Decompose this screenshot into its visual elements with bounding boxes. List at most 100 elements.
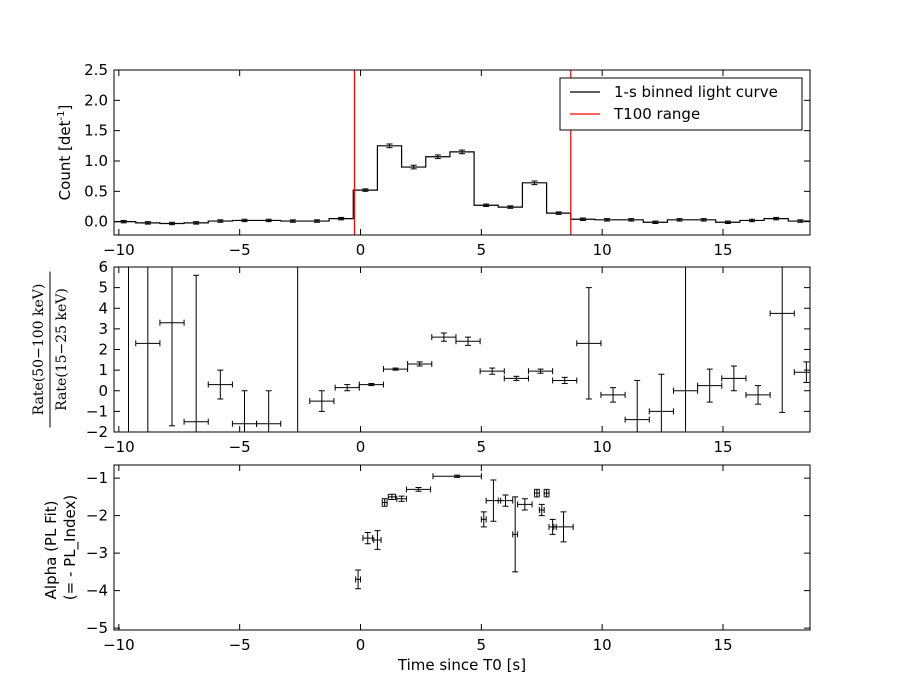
light-curve-y-axis-label: Count [det-1] bbox=[56, 105, 74, 201]
data-point bbox=[135, 267, 161, 432]
y-tick-label: 3 bbox=[98, 320, 108, 338]
data-point bbox=[769, 267, 795, 413]
data-point bbox=[503, 375, 529, 382]
data-point bbox=[159, 267, 185, 427]
data-point bbox=[721, 365, 747, 392]
data-point bbox=[552, 376, 578, 385]
data-point bbox=[382, 366, 409, 373]
data-point bbox=[355, 569, 362, 590]
alpha-axes-frame bbox=[113, 464, 811, 631]
alpha-ticks: −10 −5 0 5 10 15−5−4−3−2−1 bbox=[86, 465, 810, 654]
x-axis-label: Time since T0 [s] bbox=[397, 656, 526, 674]
data-point bbox=[479, 367, 505, 375]
x-tick-label: 5 bbox=[477, 438, 487, 456]
y-tick-label: 2.5 bbox=[84, 61, 108, 79]
x-tick-label: −5 bbox=[229, 636, 251, 654]
y-tick-label: −1 bbox=[86, 402, 108, 420]
data-point bbox=[396, 495, 407, 502]
data-point bbox=[553, 511, 574, 543]
data-point bbox=[455, 336, 481, 346]
data-point bbox=[373, 530, 382, 550]
x-tick-label: −10 bbox=[103, 241, 135, 259]
alpha-y-axis-label: Alpha (PL Fit) (= - PL_Index) bbox=[42, 495, 80, 600]
data-point bbox=[624, 379, 650, 432]
y-tick-label: −1 bbox=[86, 469, 108, 487]
data-point bbox=[183, 274, 209, 432]
data-point bbox=[745, 385, 771, 405]
data-point bbox=[485, 479, 502, 522]
x-tick-label: −5 bbox=[229, 241, 251, 259]
data-point bbox=[431, 332, 457, 342]
legend-label-t100: T100 range bbox=[613, 105, 700, 123]
light-curve-series bbox=[114, 143, 810, 226]
data-point bbox=[543, 488, 550, 498]
light-curve-line bbox=[114, 145, 810, 225]
y-tick-label: 1.0 bbox=[84, 152, 108, 170]
y-tick-label: 1 bbox=[98, 361, 108, 379]
data-point bbox=[309, 390, 335, 412]
data-point bbox=[517, 498, 533, 511]
light-curve-panel: −10 −5 0 5 10 15 0.0 0.5 1.0 1.5 2.0 2.5 Count [det… bbox=[56, 61, 811, 259]
data-point bbox=[538, 503, 545, 517]
legend-label-light-curve: 1-s binned light curve bbox=[614, 83, 778, 101]
x-tick-label: 0 bbox=[356, 241, 366, 259]
x-tick-label: 5 bbox=[477, 241, 487, 259]
hardness-ratio-points bbox=[128, 267, 810, 432]
x-tick-label: −10 bbox=[103, 438, 135, 456]
x-tick-label: 10 bbox=[593, 438, 612, 456]
alpha-points bbox=[355, 473, 574, 590]
y-tick-label: −3 bbox=[86, 544, 108, 562]
data-point bbox=[207, 369, 233, 400]
data-point bbox=[256, 390, 282, 432]
alpha-panel: −10 −5 0 5 10 15−5−4−3−2−1 Alpha (PL Fit) (= … bbox=[42, 464, 811, 674]
hardness-ratio-label-denominator: Rate(15−25 keV) bbox=[54, 288, 70, 411]
x-tick-label: 15 bbox=[713, 636, 732, 654]
x-tick-label: 0 bbox=[356, 636, 366, 654]
y-tick-label: 6 bbox=[98, 258, 108, 276]
y-tick-label: 2 bbox=[98, 341, 108, 359]
x-tick-label: 5 bbox=[477, 636, 487, 654]
legend-box bbox=[559, 77, 803, 131]
y-tick-label: −4 bbox=[86, 582, 108, 600]
data-point bbox=[648, 373, 674, 432]
y-tick-label: 0.5 bbox=[84, 182, 108, 200]
data-point bbox=[405, 486, 432, 493]
data-point bbox=[334, 384, 360, 392]
x-tick-label: 0 bbox=[356, 438, 366, 456]
data-point bbox=[497, 494, 514, 507]
x-tick-label: 10 bbox=[593, 636, 612, 654]
data-point bbox=[480, 511, 487, 528]
x-tick-label: 15 bbox=[713, 241, 732, 259]
y-tick-label: 0.0 bbox=[84, 213, 108, 231]
y-tick-label: 0 bbox=[98, 382, 108, 400]
data-point bbox=[512, 496, 519, 573]
data-point bbox=[793, 361, 810, 383]
data-point bbox=[362, 532, 374, 545]
y-tick-label: 5 bbox=[98, 279, 108, 297]
data-point bbox=[381, 498, 388, 507]
hardness-ratio-label-numerator: Rate(50−100 keV) bbox=[31, 284, 47, 416]
data-point bbox=[407, 360, 433, 367]
data-point bbox=[533, 488, 540, 498]
legend: 1-s binned light curve T100 range bbox=[559, 77, 803, 131]
data-point bbox=[358, 381, 384, 388]
x-tick-label: 15 bbox=[713, 438, 732, 456]
y-tick-label: 4 bbox=[98, 299, 108, 317]
y-tick-label: 2.0 bbox=[84, 91, 108, 109]
y-tick-label: −5 bbox=[86, 619, 108, 637]
data-point bbox=[387, 493, 397, 500]
light-curve-ticks: −10 −5 0 5 10 15 0.0 0.5 1.0 1.5 2.0 2.5 bbox=[84, 61, 810, 259]
data-point bbox=[527, 368, 554, 375]
y-tick-label: −2 bbox=[86, 507, 108, 525]
data-point bbox=[697, 368, 723, 403]
y-tick-label: 1.5 bbox=[84, 122, 108, 140]
y-tick-label: −2 bbox=[86, 423, 108, 441]
x-tick-label: −5 bbox=[229, 438, 251, 456]
x-tick-label: −10 bbox=[103, 636, 135, 654]
data-point bbox=[432, 473, 482, 480]
hardness-ratio-y-axis-label: Rate(50−100 keV) Rate(15−25 keV) bbox=[31, 271, 70, 428]
data-point bbox=[576, 287, 602, 400]
